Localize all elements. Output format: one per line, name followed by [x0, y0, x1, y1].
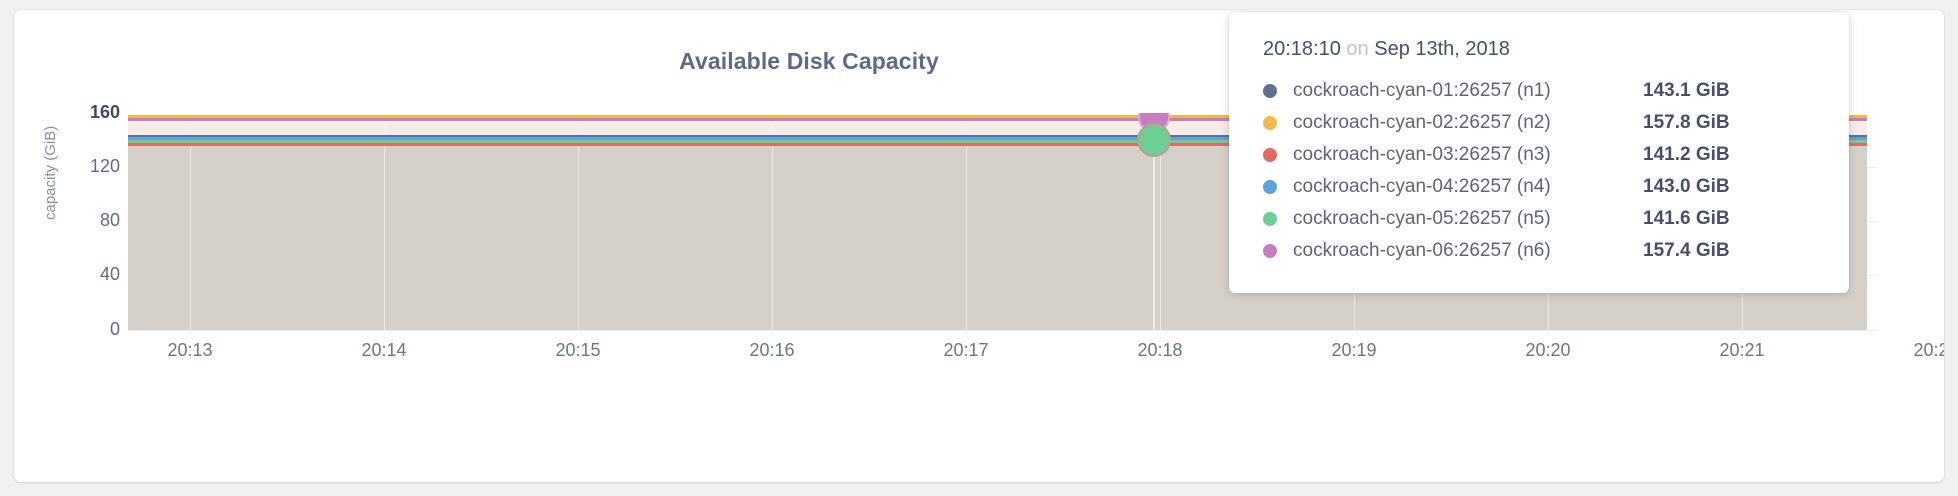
tooltip-series-value: 157.8 GiB [1643, 112, 1730, 133]
y-tick-80: 80 [99, 210, 120, 230]
series-line-n3 [128, 143, 1867, 146]
series-line-n2 [128, 115, 1867, 118]
y-axis-ticks: 160 120 80 40 0 [14, 10, 120, 482]
tooltip-series-label: cockroach-cyan-05:26257 (n5) [1293, 208, 1551, 229]
vgridline [772, 113, 773, 330]
vgridline [190, 113, 191, 330]
y-tick-40: 40 [99, 264, 120, 284]
tooltip-series-value: 143.1 GiB [1643, 80, 1730, 101]
series-line-n6 [128, 118, 1867, 121]
tooltip-row: cockroach-cyan-05:26257 (n5) 141.6 GiB [1263, 203, 1819, 235]
series-color-dot-icon [1263, 116, 1277, 130]
tooltip-series-label: cockroach-cyan-06:26257 (n6) [1293, 240, 1551, 261]
tooltip-row: cockroach-cyan-01:26257 (n1) 143.1 GiB [1263, 75, 1819, 107]
tooltip-series-value: 141.6 GiB [1643, 208, 1730, 229]
x-tick-4: 20:17 [943, 340, 989, 360]
series-line-n1 [128, 135, 1867, 138]
x-axis-ticks: 20:13 20:14 20:15 20:16 20:17 20:18 20:1… [128, 340, 1944, 380]
y-tick-120: 120 [89, 156, 120, 176]
x-tick-7: 20:20 [1525, 340, 1571, 360]
tooltip-series-label: cockroach-cyan-03:26257 (n3) [1293, 144, 1551, 165]
chart-tooltip: 20:18:10 on Sep 13th, 2018 cockroach-cya… [1229, 12, 1849, 293]
series-color-dot-icon [1263, 212, 1277, 226]
x-tick-2: 20:15 [555, 340, 601, 360]
vgridline [384, 113, 385, 330]
vgridline [1160, 113, 1161, 330]
y-tick-160: 160 [89, 102, 120, 122]
x-tick-6: 20:19 [1331, 340, 1377, 360]
gridline-0 [128, 330, 1876, 331]
tooltip-row: cockroach-cyan-02:26257 (n2) 157.8 GiB [1263, 107, 1819, 139]
x-tick-1: 20:14 [361, 340, 407, 360]
vgridline [966, 113, 967, 330]
hover-marker-n5 [1137, 123, 1171, 157]
tooltip-row: cockroach-cyan-03:26257 (n3) 141.2 GiB [1263, 139, 1819, 171]
tooltip-series-value: 157.4 GiB [1643, 240, 1730, 261]
tooltip-row: cockroach-cyan-04:26257 (n4) 143.0 GiB [1263, 171, 1819, 203]
vgridline [578, 113, 579, 330]
series-color-dot-icon [1263, 244, 1277, 258]
series-line-n4 [128, 137, 1867, 140]
series-color-dot-icon [1263, 84, 1277, 98]
series-line-n5 [128, 140, 1867, 143]
x-tick-8: 20:21 [1719, 340, 1765, 360]
tooltip-series-label: cockroach-cyan-04:26257 (n4) [1293, 176, 1551, 197]
y-axis-label: capacity (GiB) [42, 125, 59, 220]
y-tick-0: 0 [109, 319, 120, 339]
tooltip-date: Sep 13th, 2018 [1374, 38, 1510, 60]
disk-capacity-chart-card: Available Disk Capacity 160 120 80 40 0 … [14, 10, 1944, 482]
tooltip-series-label: cockroach-cyan-02:26257 (n2) [1293, 112, 1551, 133]
x-tick-3: 20:16 [749, 340, 795, 360]
tooltip-header: 20:18:10 on Sep 13th, 2018 [1263, 38, 1819, 61]
series-color-dot-icon [1263, 148, 1277, 162]
tooltip-row: cockroach-cyan-06:26257 (n6) 157.4 GiB [1263, 235, 1819, 267]
x-tick-5: 20:18 [1137, 340, 1183, 360]
x-tick-0: 20:13 [167, 340, 213, 360]
tooltip-series-value: 143.0 GiB [1643, 176, 1730, 197]
tooltip-series-value: 141.2 GiB [1643, 144, 1730, 165]
hover-cursor-line [1153, 113, 1155, 330]
tooltip-on-word: on [1346, 38, 1369, 60]
tooltip-time: 20:18:10 [1263, 38, 1341, 60]
series-color-dot-icon [1263, 180, 1277, 194]
x-tick-9: 20:22 [1913, 340, 1944, 360]
tooltip-series-label: cockroach-cyan-01:26257 (n1) [1293, 80, 1551, 101]
